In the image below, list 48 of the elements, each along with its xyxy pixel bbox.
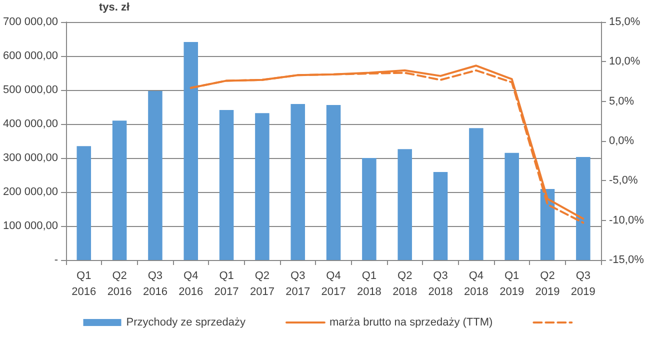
y-tick-label: 400 000,00: [2, 118, 58, 130]
bar: [504, 152, 519, 260]
y2-tick-label: 0,0%: [609, 135, 634, 147]
y-tick-label: 500 000,00: [2, 84, 58, 96]
bar: [540, 188, 555, 260]
x-tick-label: Q2 2019: [535, 270, 560, 298]
legend-label: Przychody ze sprzedaży: [126, 316, 246, 328]
y-tick-label: 600 000,00: [2, 50, 58, 62]
x-tick-label: Q4 2018: [464, 270, 488, 298]
x-tick-label: Q3 2019: [570, 270, 596, 298]
y2-tick-label: 15,0%: [609, 16, 640, 28]
legend-label: marża brutto na sprzedaży (TTM): [329, 316, 493, 328]
bar: [76, 146, 92, 260]
x-tick-label: Q3 2017: [286, 270, 310, 298]
y-tick-label: 300 000,00: [2, 152, 58, 164]
x-tick-label: Q1 2017: [214, 270, 239, 298]
y2-tick-label: -15,0%: [609, 254, 644, 266]
bar: [398, 149, 412, 260]
y-axis-title: tys. zł: [99, 2, 130, 14]
y2-tick-label: -10,0%: [609, 214, 644, 226]
x-tick-label: Q1 2019: [500, 270, 524, 298]
x-tick-label: Q2 2018: [392, 270, 418, 298]
bar: [576, 156, 590, 260]
y2-tick-label: -5,0%: [609, 174, 638, 187]
y-tick-label: 200 000,00: [2, 186, 58, 198]
y-tick-label: 700 000,00: [2, 16, 58, 28]
y-tick-label: 100 000,00: [2, 220, 58, 232]
y2-tick-label: 5,0%: [609, 95, 634, 108]
bar: [255, 113, 270, 260]
x-tick-label: Q2 2016: [107, 270, 132, 298]
bar: [184, 42, 198, 260]
x-tick-label: Q2 2017: [250, 270, 274, 298]
bar: [219, 110, 234, 260]
bar: [362, 158, 376, 260]
bar: [326, 104, 341, 260]
x-tick-label: Q1 2016: [72, 270, 96, 298]
bar: [112, 120, 127, 260]
x-tick-label: Q4 2017: [321, 270, 346, 298]
x-tick-label: Q4 2016: [178, 270, 204, 298]
y2-tick-label: 10,0%: [609, 56, 640, 68]
y-tick-label: -: [54, 254, 58, 266]
bar: [290, 104, 305, 260]
bar: [433, 172, 448, 260]
bar: [148, 91, 162, 260]
bar: [469, 128, 484, 260]
x-tick-label: Q3 2018: [428, 270, 453, 298]
x-tick-label: Q1 2018: [356, 270, 382, 298]
x-tick-label: Q3 2016: [142, 270, 168, 298]
